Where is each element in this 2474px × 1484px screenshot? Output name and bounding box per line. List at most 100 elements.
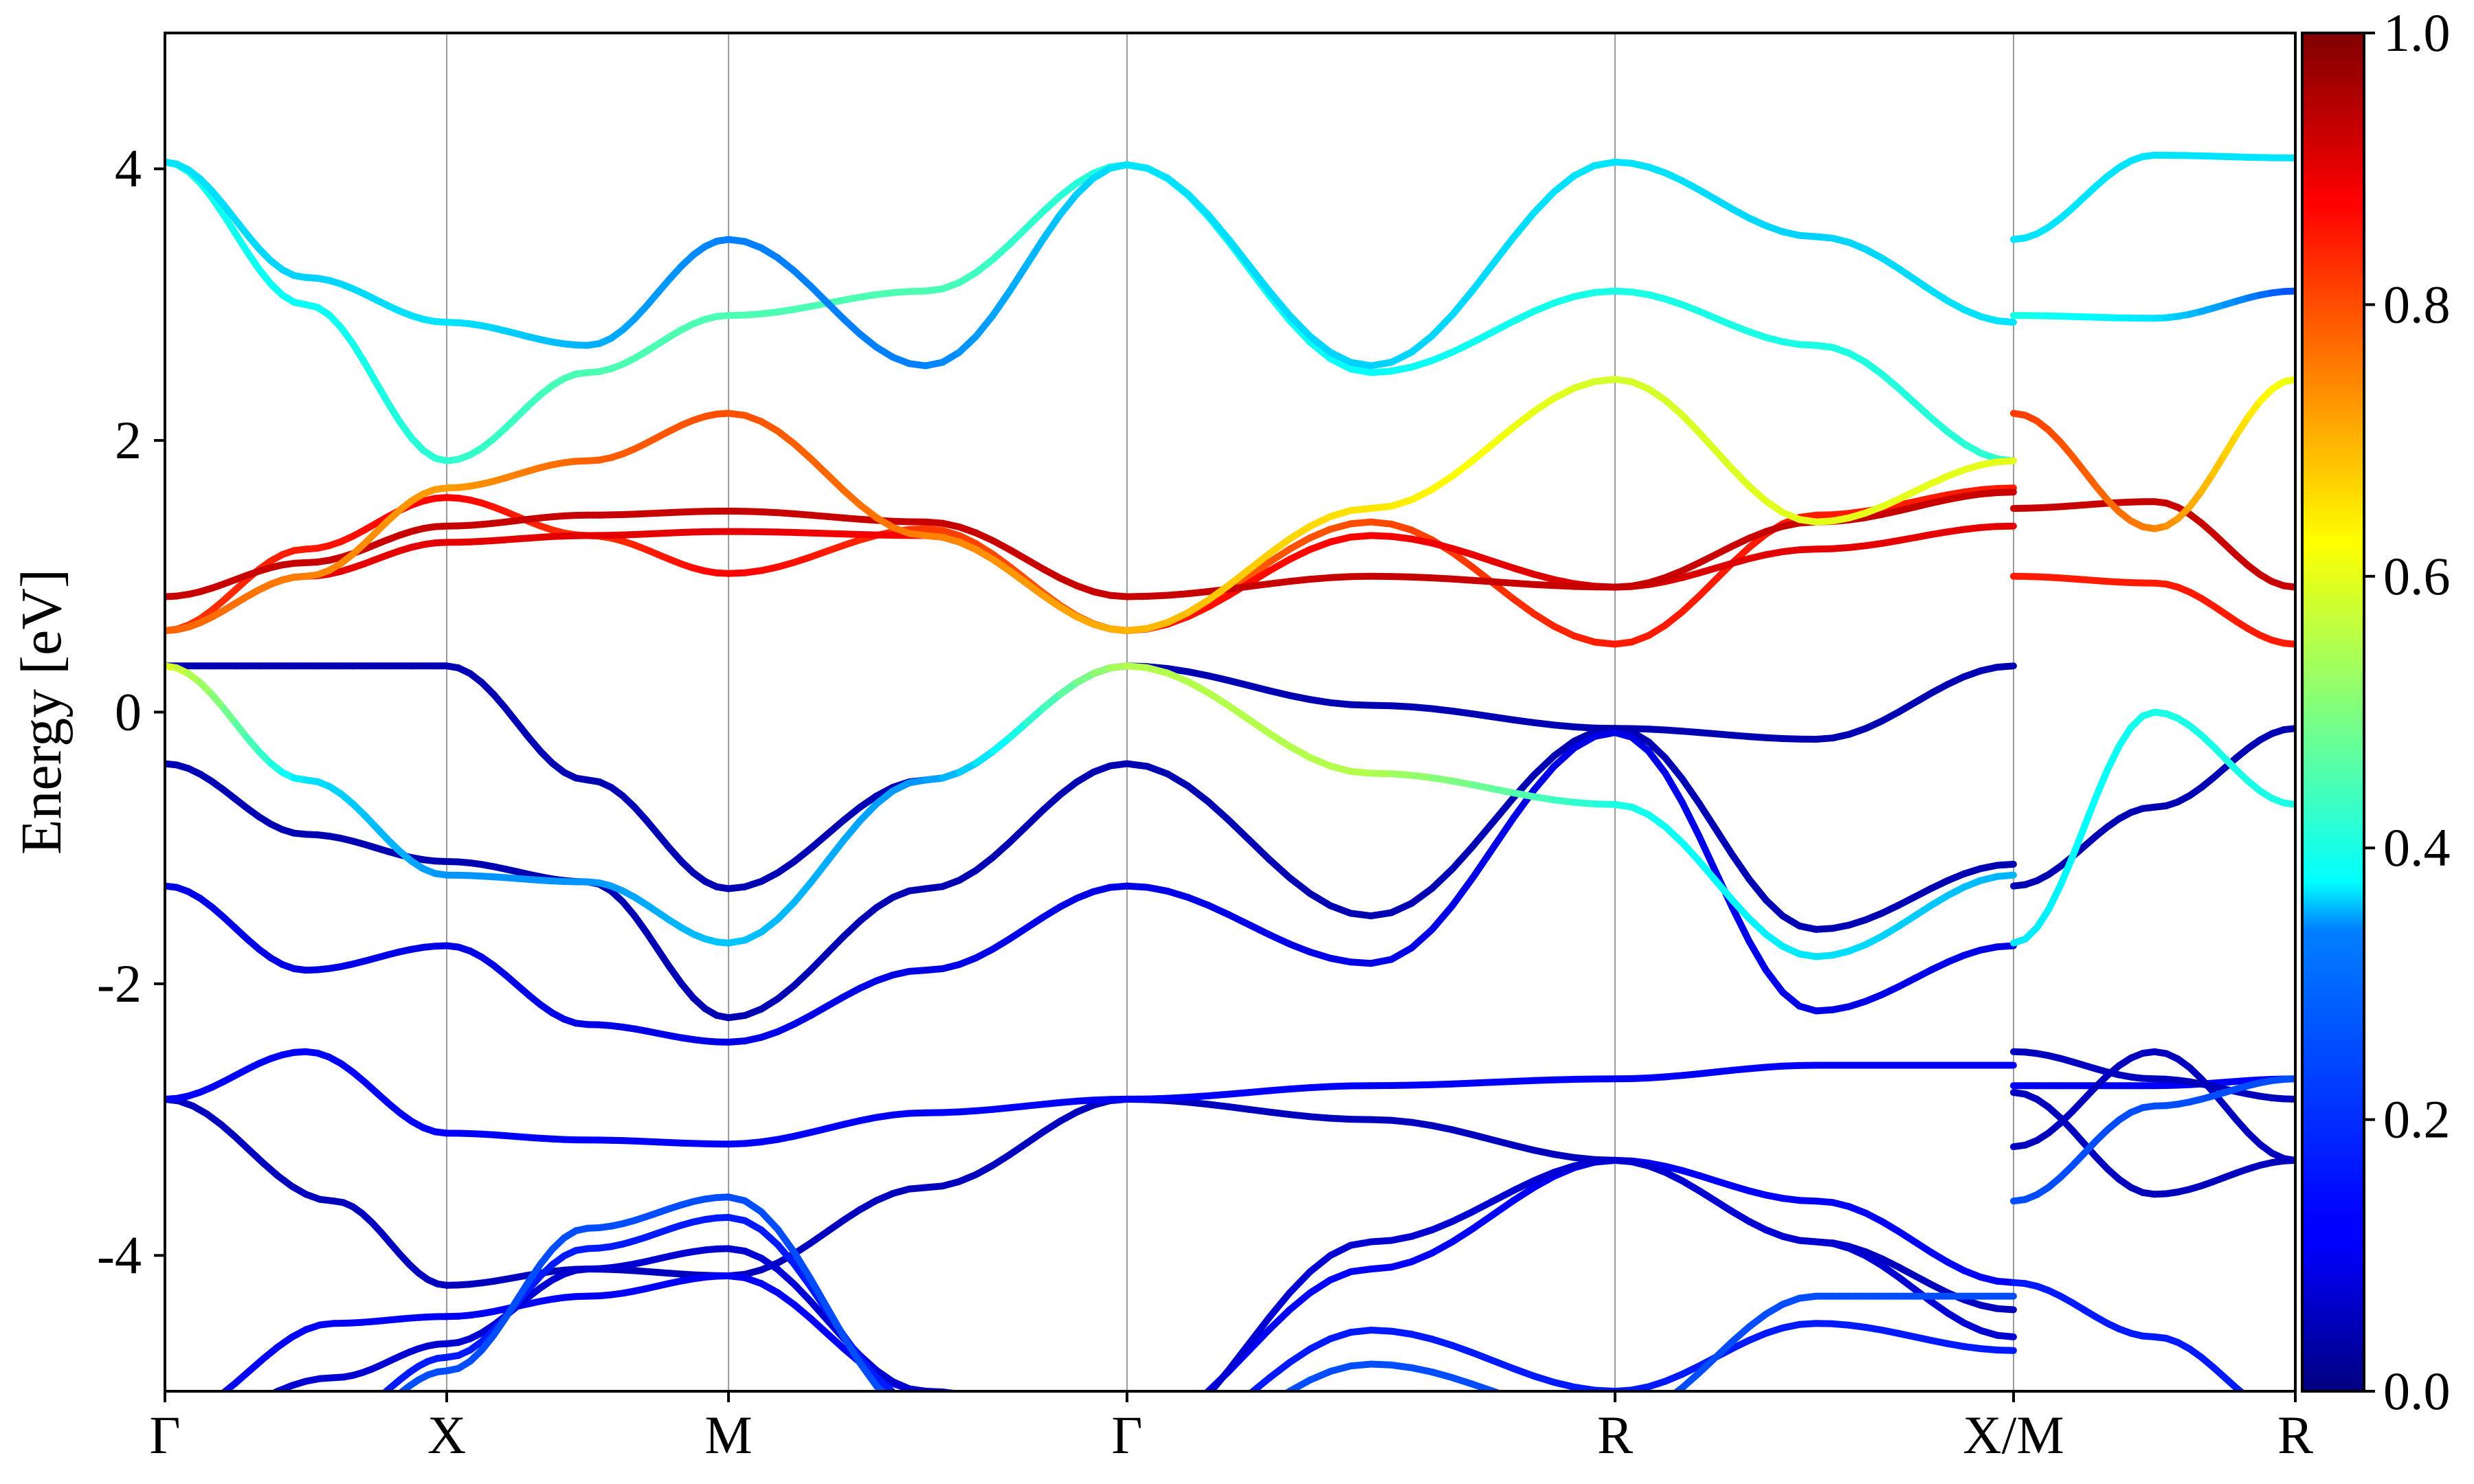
band-segment (1632, 1410, 1649, 1417)
band-segment (1306, 333, 1334, 356)
band-segment (2233, 413, 2252, 438)
band-segment (1006, 567, 1030, 587)
band-segment (757, 1208, 781, 1233)
band-segment (193, 1441, 208, 1443)
band-segment (1286, 941, 1314, 956)
band-segment (1043, 1426, 1060, 1432)
band-segment (1188, 1427, 1209, 1440)
band-segment (1229, 1395, 1249, 1411)
band-segment (856, 330, 880, 351)
band-segment (1164, 175, 1192, 198)
band-segment (193, 1455, 208, 1457)
band-segment (1449, 874, 1476, 910)
band-segment (1060, 1422, 1076, 1426)
band-segment (1225, 911, 1253, 928)
band-segment (1205, 798, 1232, 824)
band-segment (1469, 551, 1497, 565)
band-segment (1184, 783, 1212, 805)
band-segment (1449, 545, 1476, 559)
band-segment (221, 1449, 236, 1452)
band-segment (889, 1389, 898, 1391)
band-segment (1245, 836, 1273, 863)
band-segment (1779, 989, 1803, 1010)
band-segment (790, 1301, 814, 1323)
band-segment (989, 550, 1014, 570)
band-segment (1164, 770, 1192, 790)
band-segment (1550, 1162, 1578, 1176)
band-segment (1060, 1432, 1076, 1437)
band-segment (1428, 311, 1456, 339)
band-segment (959, 1422, 976, 1426)
band-segment (264, 1439, 278, 1442)
band-segment (344, 1415, 353, 1417)
band-segment (1550, 622, 1578, 640)
band-segment (1550, 172, 1578, 196)
band-segment (856, 502, 880, 521)
band-segment (1266, 1359, 1293, 1382)
band-24 (2009, 1048, 2295, 1103)
band-segment (993, 1432, 1010, 1439)
band-segment (1286, 1289, 1314, 1314)
band-segment (362, 1417, 372, 1423)
colorbar-ticks: 0.0 0.2 0.4 0.6 0.8 1.0 (2364, 3, 2451, 1421)
band-segment (1712, 877, 1736, 904)
band-segment (1168, 1440, 1188, 1450)
band-segment (1225, 702, 1253, 723)
band-segment (1286, 534, 1314, 553)
band-segment (989, 734, 1014, 755)
band-segment (790, 1248, 814, 1283)
band-segment (1530, 1372, 1558, 1386)
band-segment (1326, 1268, 1355, 1283)
band-segment (1746, 482, 1770, 505)
band-segment (344, 1428, 353, 1430)
band-segment (1188, 1395, 1209, 1416)
band-segment (221, 1412, 236, 1419)
band-segment (2080, 794, 2099, 831)
band-segment (1408, 1364, 1436, 1375)
band-segment (1266, 1289, 1293, 1321)
band-segment (1746, 915, 1770, 938)
band-segment (1762, 930, 1787, 950)
band-segment (2249, 1398, 2260, 1406)
band-segment (361, 359, 380, 387)
band-segment (976, 1413, 992, 1418)
band-segment (1662, 769, 1686, 806)
band-segment (943, 1419, 959, 1422)
band-segment (1570, 728, 1598, 745)
band-segment (1994, 522, 2017, 530)
band-segment (823, 471, 847, 494)
band-segment (1489, 1197, 1517, 1218)
band-segment (972, 854, 996, 874)
band-7 (165, 662, 2017, 960)
band-segment (1530, 188, 1558, 216)
band-segment (1266, 687, 1293, 699)
band-segment (1326, 348, 1355, 366)
band-segment (1056, 190, 1080, 218)
band-segment (208, 1439, 222, 1441)
band-segment (1006, 719, 1030, 741)
band-segment (989, 839, 1014, 861)
y-tick-label: -2 (97, 954, 142, 1013)
band-segment (1093, 1456, 1110, 1459)
band-segment (1266, 546, 1293, 566)
band-19 (2009, 287, 2295, 322)
band-segment (2260, 1406, 2272, 1413)
band-segment (208, 1452, 222, 1455)
band-segment (1306, 1252, 1334, 1275)
band-segment (1286, 692, 1314, 704)
band-segment (1570, 1158, 1598, 1169)
band-segment (1530, 1169, 1558, 1184)
band-segment (1728, 1323, 1753, 1345)
band-segment (1428, 348, 1456, 364)
band-segment (1678, 839, 1703, 864)
band-segment (1266, 287, 1293, 319)
band-segment (1489, 1187, 1517, 1205)
band-segment (1510, 408, 1537, 431)
band-segment (2069, 824, 2088, 861)
band-segment (1039, 690, 1064, 712)
band-segment (306, 1432, 320, 1434)
band-segment (1306, 948, 1334, 962)
band-segment (1469, 1198, 1497, 1215)
band-27 (2009, 1279, 2272, 1413)
band-segment (381, 1402, 390, 1410)
